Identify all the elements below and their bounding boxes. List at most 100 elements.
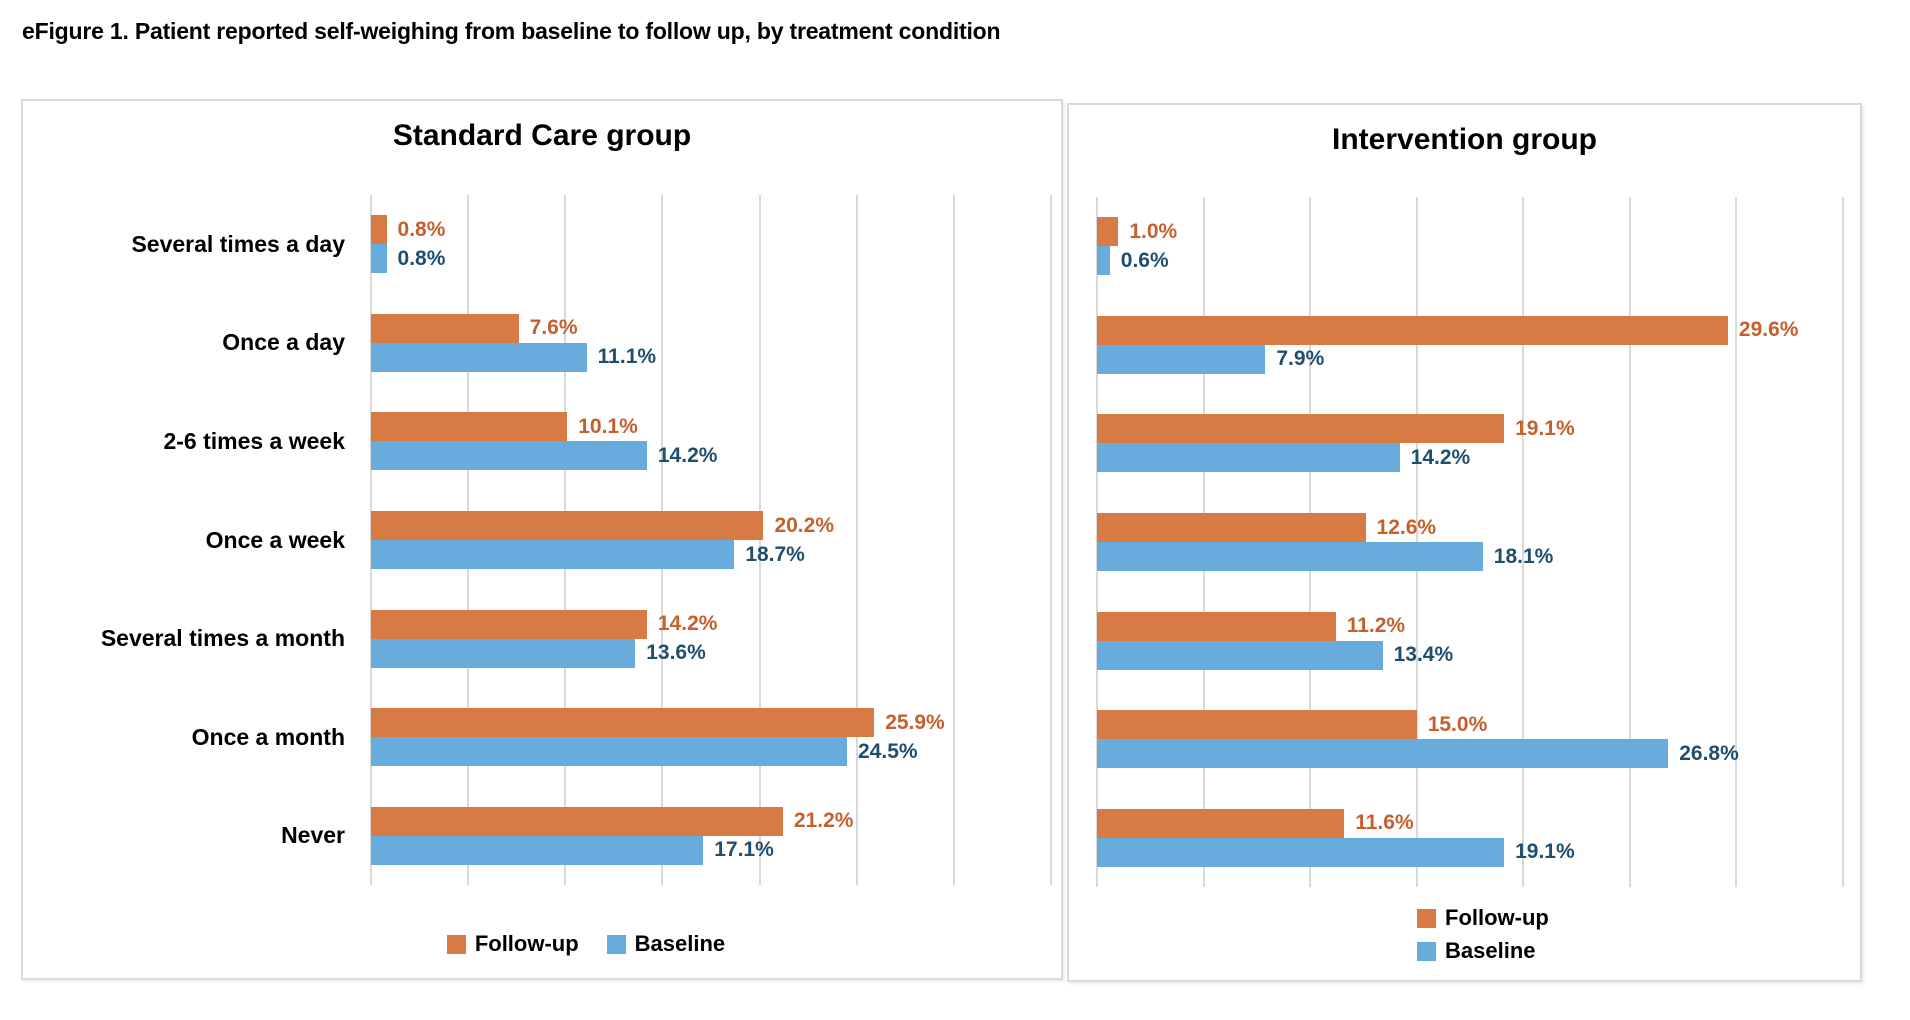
category-axis-labels: Several times a day Once a day 2-6 times a…	[23, 195, 345, 885]
gridline	[952, 195, 955, 885]
baseline-value-label: 26.8%	[1679, 741, 1739, 765]
baseline-value-label: 7.9%	[1276, 347, 1325, 371]
baseline-value-label: 11.1%	[597, 345, 657, 369]
baseline-bar	[1097, 443, 1400, 473]
baseline-bar	[1097, 837, 1505, 867]
category-group: 14.2% 13.6%	[371, 589, 1051, 688]
baseline-value-label: 13.6%	[646, 641, 706, 665]
legend-label-baseline: Baseline	[634, 931, 726, 956]
intervention-chart-panel: Intervention group 1.0% 0.6% 29.6% 7.9% 19.1…	[1067, 103, 1862, 982]
category-label: Once a day	[222, 329, 345, 356]
baseline-bar	[371, 441, 647, 471]
followup-value-label: 19.1%	[1515, 416, 1575, 440]
followup-swatch-icon	[446, 934, 466, 954]
legend-label-baseline: Baseline	[1445, 938, 1536, 963]
followup-bar-row: 11.6%	[1097, 808, 1843, 838]
plot-area: 1.0% 0.6% 29.6% 7.9% 19.1% 14.2% 12.6% 18.1% 11.…	[1096, 197, 1844, 887]
baseline-bar-row: 14.2%	[1097, 443, 1843, 473]
legend-item-baseline: Baseline	[606, 931, 726, 957]
bars-layer: 0.8% 0.8% 7.6% 11.1% 10.1% 14.2% 20.2% 18.7% 14.…	[371, 195, 1051, 885]
followup-bar	[371, 511, 764, 541]
category-group: 1.0% 0.6%	[1097, 197, 1843, 296]
legend: Follow-up Baseline	[1417, 905, 1549, 964]
followup-bar	[1097, 611, 1336, 641]
category-group: 19.1% 14.2%	[1097, 394, 1843, 493]
bars-layer: 1.0% 0.6% 29.6% 7.9% 19.1% 14.2% 12.6% 18.1% 11.…	[1097, 197, 1843, 887]
baseline-bar	[371, 244, 387, 274]
standard-care-chart-panel: Standard Care group Several times a day O…	[21, 99, 1063, 980]
baseline-bar-row: 13.6%	[371, 638, 1051, 668]
legend-label-followup: Follow-up	[1445, 905, 1549, 930]
followup-bar	[1097, 315, 1728, 345]
baseline-bar	[1097, 739, 1669, 769]
baseline-value-label: 19.1%	[1515, 840, 1575, 864]
baseline-bar	[371, 638, 636, 668]
followup-value-label: 7.6%	[529, 316, 578, 340]
followup-bar-row: 1.0%	[1097, 217, 1843, 247]
category-label: Several times a day	[131, 230, 345, 257]
followup-bar-row: 29.6%	[1097, 315, 1843, 345]
baseline-swatch-icon	[1417, 941, 1436, 961]
gridline	[1522, 197, 1525, 887]
baseline-bar-row: 26.8%	[1097, 739, 1843, 769]
category-group: 7.6% 11.1%	[371, 294, 1051, 393]
category-group: 15.0% 26.8%	[1097, 690, 1843, 789]
baseline-bar	[1097, 344, 1266, 374]
gridline	[1842, 197, 1844, 887]
followup-value-label: 12.6%	[1376, 515, 1437, 539]
followup-value-label: 0.8%	[397, 217, 446, 241]
legend: Follow-up Baseline	[67, 931, 1105, 957]
baseline-bar	[371, 835, 704, 865]
baseline-bar	[1097, 542, 1483, 572]
baseline-bar-row: 18.1%	[1097, 542, 1843, 572]
baseline-bar-row: 18.7%	[371, 540, 1051, 570]
chart-title: Intervention group	[1332, 123, 1597, 156]
legend-item-baseline: Baseline	[1417, 938, 1549, 964]
followup-bar	[371, 806, 783, 836]
followup-value-label: 25.9%	[885, 710, 945, 734]
category-group: 21.2% 17.1%	[371, 786, 1051, 885]
followup-bar	[371, 215, 387, 245]
category-label: Several times a month	[100, 625, 345, 652]
followup-value-label: 14.2%	[657, 612, 718, 636]
category-group: 11.6% 19.1%	[1097, 788, 1843, 887]
category-group: 20.2% 18.7%	[371, 491, 1051, 590]
gridline	[855, 195, 858, 885]
followup-bar	[371, 609, 647, 639]
followup-bar	[371, 708, 875, 738]
category-group: 0.8% 0.8%	[371, 195, 1051, 294]
followup-bar-row: 25.9%	[371, 708, 1051, 738]
followup-value-label: 11.2%	[1346, 614, 1406, 638]
baseline-bar-row: 13.4%	[1097, 640, 1843, 670]
followup-value-label: 11.6%	[1355, 811, 1414, 835]
followup-bar	[1097, 217, 1119, 247]
baseline-bar	[1097, 246, 1110, 276]
followup-bar	[1097, 513, 1366, 543]
category-group: 12.6% 18.1%	[1097, 493, 1843, 592]
followup-bar	[1097, 808, 1345, 838]
chart-title: Standard Care group	[392, 119, 692, 152]
gridline	[1735, 197, 1738, 887]
followup-bar-row: 14.2%	[371, 609, 1051, 639]
category-group: 25.9% 24.5%	[371, 688, 1051, 787]
gridline	[1050, 195, 1052, 885]
followup-bar	[371, 313, 519, 343]
baseline-bar	[1097, 640, 1383, 670]
followup-value-label: 15.0%	[1427, 712, 1488, 736]
followup-swatch-icon	[1417, 908, 1436, 928]
category-group: 11.2% 13.4%	[1097, 591, 1843, 690]
baseline-value-label: 0.6%	[1120, 248, 1169, 272]
followup-value-label: 21.2%	[793, 809, 854, 833]
category-label: Once a month	[191, 723, 345, 750]
baseline-value-label: 13.4%	[1393, 643, 1454, 667]
baseline-bar-row: 11.1%	[371, 342, 1051, 372]
followup-bar	[371, 412, 568, 442]
baseline-bar-row: 24.5%	[371, 737, 1051, 767]
category-label: Once a week	[205, 526, 345, 553]
followup-bar	[1097, 414, 1505, 444]
followup-value-label: 29.6%	[1738, 318, 1799, 342]
baseline-swatch-icon	[606, 934, 626, 954]
followup-bar-row: 0.8%	[371, 215, 1051, 245]
plot-area: 0.8% 0.8% 7.6% 11.1% 10.1% 14.2% 20.2% 18.7% 14.…	[370, 195, 1052, 885]
gridline	[1628, 197, 1631, 887]
